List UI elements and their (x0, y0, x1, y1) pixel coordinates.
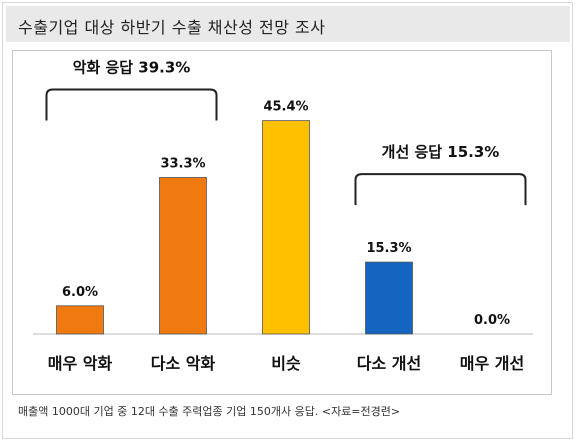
bar-3 (262, 120, 310, 335)
group-bracket-1 (45, 88, 218, 121)
x-tick-label: 다소 개선 (357, 354, 421, 373)
bar-value-label: 45.4% (263, 100, 308, 115)
bar-value-label: 0.0% (474, 313, 510, 328)
group-bracket-label: 악화 응답 39.3% (73, 58, 191, 76)
figure-frame (2, 2, 573, 439)
bar-value-label: 33.3% (160, 156, 205, 171)
x-tick-label: 비슷 (271, 354, 301, 373)
bar-4 (365, 261, 413, 335)
x-tick-label: 다소 악화 (151, 354, 216, 373)
bar-value-label: 6.0% (62, 285, 98, 300)
chart-area: 6.0% 매우 악화 33.3% 다소 악화 45.4% 비슷 15.3% 다소 개선 0.0%… (12, 50, 552, 395)
source-caption: 매출액 1000대 기업 중 12대 수출 주력업종 기업 150개사 응답. … (18, 405, 401, 418)
bar-2 (159, 177, 207, 335)
title-bar: 수출기업 대상 하반기 수출 채산성 전망 조사 (6, 6, 570, 42)
group-bracket-2 (354, 173, 527, 206)
chart-title: 수출기업 대상 하반기 수출 채산성 전망 조사 (18, 18, 326, 37)
bar-chart: 6.0% 매우 악화 33.3% 다소 악화 45.4% 비슷 15.3% 다소 개선 0.0%… (33, 58, 533, 373)
x-tick-label: 매우 악화 (48, 354, 113, 373)
x-tick-label: 매우 개선 (460, 354, 524, 373)
bar-value-label: 15.3% (366, 241, 411, 256)
group-bracket-label: 개선 응답 15.3% (382, 143, 500, 161)
bar-1 (56, 305, 104, 335)
